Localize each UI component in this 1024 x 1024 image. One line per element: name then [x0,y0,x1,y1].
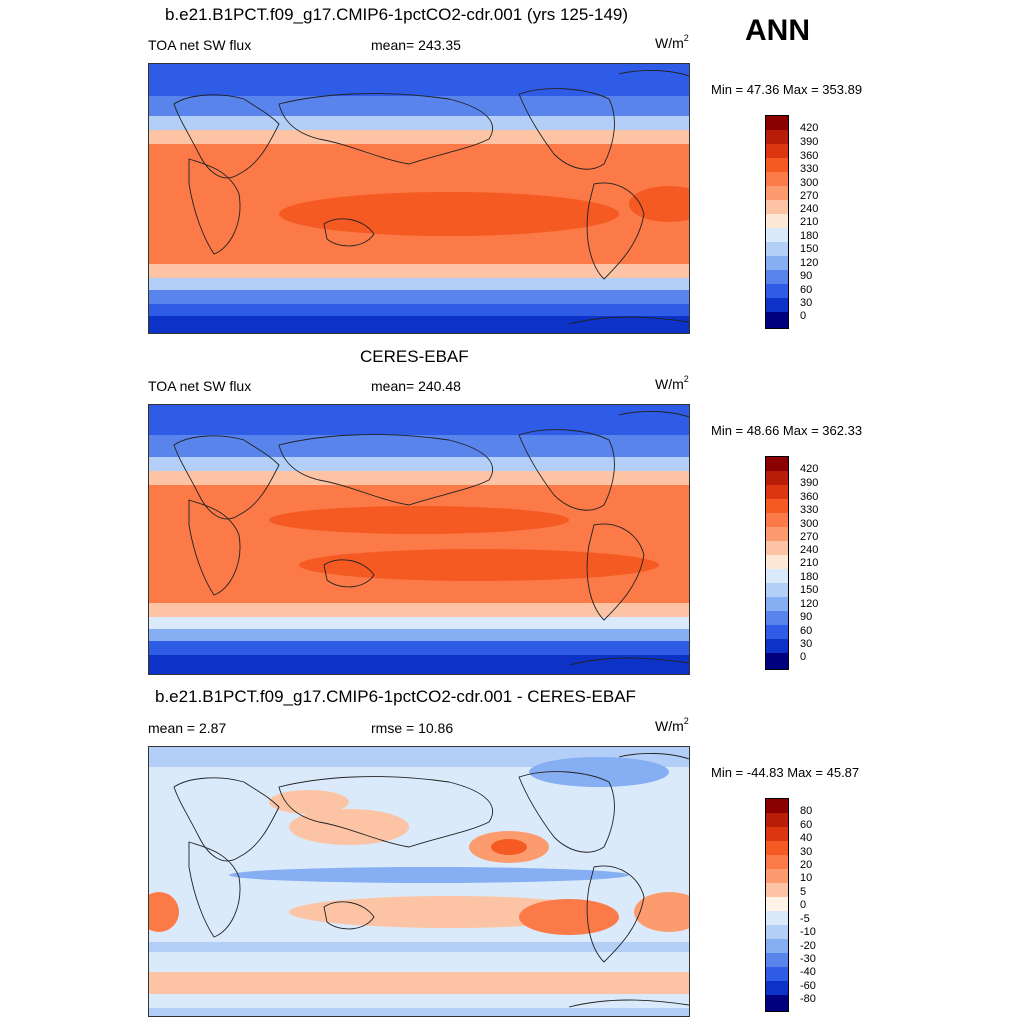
panel2-cbar-label: 180 [800,571,819,583]
panel2-colorbar [765,456,789,670]
panel2-cbar-label: 270 [800,531,819,543]
panel2-cbar-label: 300 [800,518,819,530]
panel1-cbar-label: 60 [800,284,813,296]
panel2-cbar-label: 420 [800,463,819,475]
panel3-cbar-label: 0 [800,899,807,911]
panel2-cbar-label: 240 [800,544,819,556]
season-label: ANN [745,14,810,47]
panel3-cbar-label: 10 [800,872,813,884]
panel1-cbar-label: 420 [800,122,819,134]
panel1-cbar-label: 180 [800,230,819,242]
panel3-cbar-label: -10 [800,926,816,938]
panel2-title: CERES-EBAF [360,347,469,366]
panel3-cbar-label: 20 [800,859,813,871]
panel2-mean-label: mean= 240.48 [371,378,461,394]
panel3-cbar-label: 30 [800,846,813,858]
panel3-map [148,746,690,1017]
panel1-map [148,63,690,334]
panel1-cbar-label: 270 [800,190,819,202]
panel2-cbar-label: 360 [800,491,819,503]
panel2-cbar-label: 30 [800,638,813,650]
panel3-cbar-label: -60 [800,980,816,992]
panel1-cbar-label: 150 [800,243,819,255]
panel2-cbar-label: 210 [800,557,819,569]
panel1-cbar-label: 240 [800,203,819,215]
panel2-cbar-label: 330 [800,504,819,516]
panel1-units: W/m2 [655,33,689,51]
panel1-variable-label: TOA net SW flux [148,37,252,53]
panel2-cbar-label: 0 [800,651,807,663]
panel3-units: W/m2 [655,716,689,734]
panel1-cbar-label: 210 [800,216,819,228]
panel2-cbar-label: 60 [800,625,813,637]
panel3-mean-label: mean = 2.87 [148,720,227,736]
panel3-cbar-label: 5 [800,886,807,898]
panel2-units: W/m2 [655,374,689,392]
panel3-cbar-label: -20 [800,940,816,952]
panel2-map [148,404,690,675]
panel3-rmse-label: rmse = 10.86 [371,720,454,736]
panel2-minmax: Min = 48.66 Max = 362.33 [711,423,863,438]
panel3-cbar-label: -5 [800,913,810,925]
panel1-mean-label: mean= 243.35 [371,37,461,53]
panel2-cbar-label: 120 [800,598,819,610]
panel1-minmax: Min = 47.36 Max = 353.89 [711,82,863,97]
panel3-cbar-label: 40 [800,832,813,844]
panel1-cbar-label: 0 [800,310,807,322]
panel1-cbar-label: 390 [800,136,819,148]
panel1-cbar-label: 30 [800,297,813,309]
panel2-cbar-label: 390 [800,477,819,489]
panel1-cbar-label: 360 [800,150,819,162]
panel1-cbar-label: 120 [800,257,819,269]
panel3-cbar-label: -80 [800,993,816,1005]
panel3-cbar-label: -40 [800,966,816,978]
panel1-colorbar [765,115,789,329]
panel2-cbar-label: 90 [800,611,813,623]
panel1-cbar-label: 300 [800,177,819,189]
panel3-cbar-label: 60 [800,819,813,831]
panel3-title: b.e21.B1PCT.f09_g17.CMIP6-1pctCO2-cdr.00… [155,687,636,706]
panel1-cbar-label: 330 [800,163,819,175]
panel1-title: b.e21.B1PCT.f09_g17.CMIP6-1pctCO2-cdr.00… [165,5,629,24]
panel3-cbar-label: -30 [800,953,816,965]
panel3-minmax: Min = -44.83 Max = 45.87 [711,765,860,780]
panel2-cbar-label: 150 [800,584,819,596]
panel3-cbar-label: 80 [800,805,813,817]
panel3-colorbar [765,798,789,1012]
panel1-cbar-label: 90 [800,270,813,282]
panel2-variable-label: TOA net SW flux [148,378,252,394]
